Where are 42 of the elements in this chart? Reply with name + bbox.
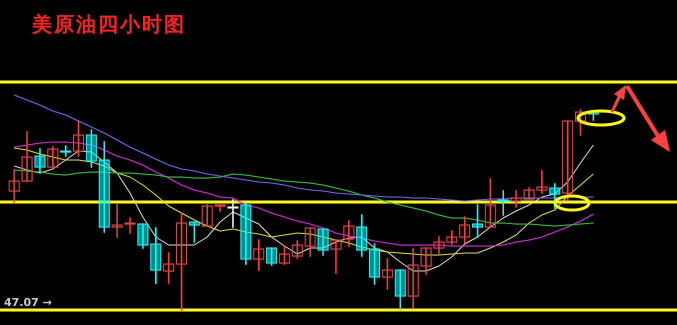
candlestick (562, 120, 574, 201)
candlestick (202, 204, 213, 227)
candlestick (240, 203, 252, 265)
candlestick (253, 239, 264, 271)
candlestick (523, 187, 534, 200)
candlestick (498, 190, 509, 216)
candlestick (188, 221, 200, 243)
candlestick (343, 220, 354, 247)
candlestick (34, 148, 46, 173)
candlestick (137, 223, 148, 249)
candlestick (330, 239, 342, 274)
candlestick (394, 269, 406, 310)
candlestick (369, 243, 380, 285)
candlestick (278, 245, 290, 265)
candlestick (382, 258, 393, 290)
candlestick (510, 190, 522, 208)
candlestick (112, 204, 123, 238)
candlestick (356, 214, 368, 257)
candlestick (420, 247, 432, 275)
candlestick (214, 204, 226, 212)
candlestick (163, 252, 174, 284)
candlestick (408, 248, 419, 309)
chart-title: 美原油四小时图 (32, 11, 186, 38)
candlestick (536, 170, 548, 194)
candlestick (266, 247, 278, 266)
candlestick (47, 146, 58, 168)
candlestick (227, 199, 238, 228)
candlestick (176, 212, 187, 311)
candlestick (472, 204, 484, 238)
candlestick (318, 228, 329, 256)
candlestick (150, 227, 162, 284)
candlestick (98, 141, 110, 233)
candlestick (73, 120, 84, 157)
candlestick (433, 236, 444, 254)
ref-line-label: 47.07 → (4, 296, 52, 309)
candlestick (124, 217, 136, 234)
candlestick (86, 129, 97, 168)
candlestick (8, 169, 20, 203)
candlestick (574, 109, 586, 136)
candlestick (60, 145, 72, 157)
candlestick (22, 131, 33, 182)
candlestick (484, 178, 496, 228)
